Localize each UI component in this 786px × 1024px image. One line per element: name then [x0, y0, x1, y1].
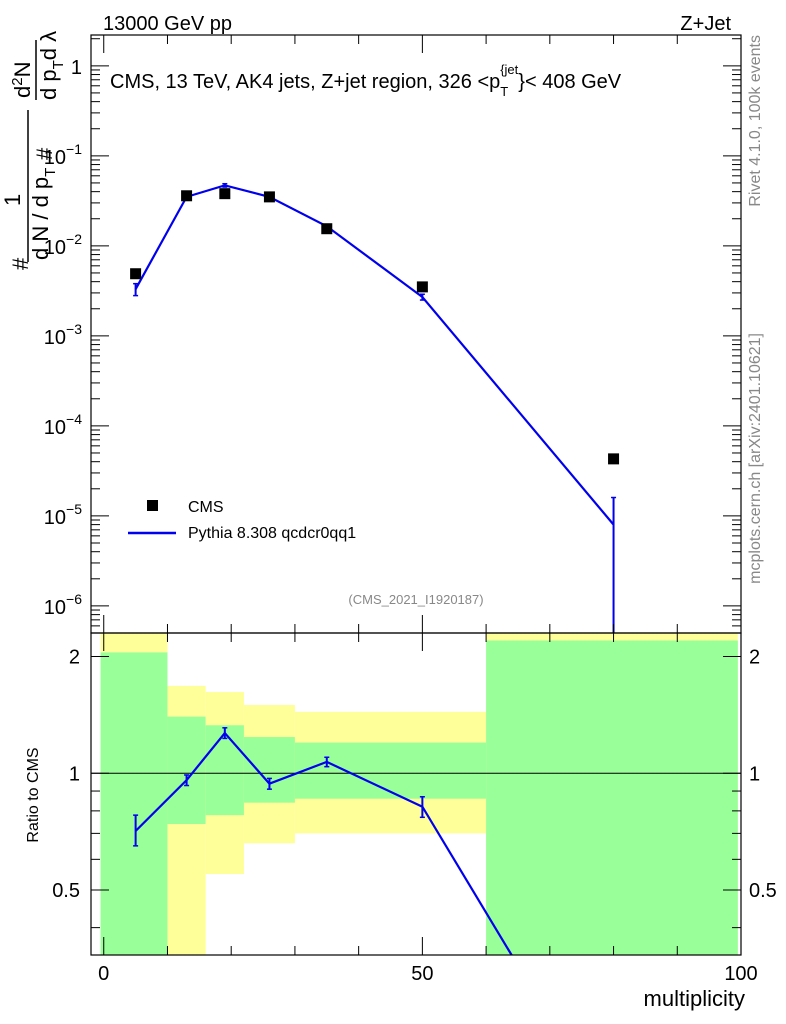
ylabel-num-left: 1 — [0, 194, 25, 206]
ylabel-den-right: d pTd λ — [36, 31, 67, 100]
ratio-lines — [91, 727, 741, 956]
header-right: Z+Jet — [680, 13, 731, 35]
side-text-top: Rivet 4.1.0, 100k events — [747, 35, 764, 207]
legend-label-pythia: Pythia 8.308 qcdcr0qq1 — [188, 525, 356, 542]
xtick-label-0: 0 — [98, 963, 109, 985]
ratio-ytick-label-left-2: 2 — [69, 647, 80, 669]
cms-point-5 — [416, 281, 428, 293]
main-line-pythia — [134, 184, 615, 526]
main-ytick-label-0: 1 — [71, 57, 82, 79]
main-lines — [130, 182, 620, 633]
ratio-band-inner-3 — [243, 737, 295, 803]
ratio-frame — [90, 632, 742, 956]
header-left: 13000 GeV pp — [103, 13, 232, 35]
cms-point-2 — [219, 188, 231, 200]
watermark: (CMS_2021_I1920187) — [348, 592, 483, 607]
cms-point-3 — [263, 191, 275, 203]
ratio-ytick-label-left-1: 1 — [69, 763, 80, 785]
main-ytick-label-6: 10−6 — [44, 591, 82, 619]
ratio-ylabel: Ratio to CMS — [25, 747, 42, 842]
main-ytick-label-1: 10−1 — [44, 141, 82, 169]
main-title: CMS, 13 TeV, AK4 jets, Z+jet region, 326… — [110, 62, 622, 99]
ratio-band-inner-0 — [100, 652, 168, 955]
main-frame — [90, 34, 742, 634]
ratio-ytick-label-right-2: 2 — [749, 647, 760, 669]
main-ytick-label-3: 10−3 — [44, 321, 82, 349]
ratio-ytick-label-right-0: 0.5 — [749, 880, 777, 902]
main-ylabel: # 1 d N / d pT # d2N d pTd λ — [0, 31, 67, 270]
cms-point-0 — [130, 268, 142, 280]
ratio-bands — [100, 633, 738, 955]
legend-marker-cms — [147, 500, 158, 511]
ratio-ytick-label-left-0: 0.5 — [52, 880, 80, 902]
xtick-label-1: 50 — [411, 963, 433, 985]
cms-point-4 — [321, 223, 333, 235]
legend: CMS Pythia 8.308 qcdcr0qq1 — [128, 499, 356, 542]
axes: 1 10−1 10−2 10−3 10−4 10−5 10−6 0 50 100 0.5 0.5 1 1 2… — [44, 34, 777, 985]
ratio-band-inner-4 — [294, 742, 487, 799]
ylabel-hash-left: # — [8, 257, 33, 270]
ylabel-num-right: d2N — [9, 62, 35, 98]
ratio-band-inner-1 — [167, 716, 206, 825]
xtick-label-2: 100 — [724, 963, 757, 985]
main-ytick-label-5: 10−5 — [44, 501, 82, 529]
ylabel-den-left: d N / d pT — [28, 168, 59, 260]
ratio-band-inner-5 — [486, 640, 738, 955]
cms-point-1 — [181, 190, 193, 202]
ratio-band-inner-2 — [205, 725, 244, 816]
legend-label-cms: CMS — [188, 499, 224, 516]
ylabel-hash-right: # — [32, 147, 57, 160]
main-ytick-label-4: 10−4 — [44, 411, 82, 439]
xlabel: multiplicity — [644, 986, 745, 1011]
main-ytick-label-2: 10−2 — [44, 231, 82, 259]
ratio-ytick-label-right-1: 1 — [749, 763, 760, 785]
cms-point-6 — [608, 453, 620, 465]
side-text-bottom: mcplots.cern.ch [arXiv:2401.10621] — [747, 333, 764, 584]
